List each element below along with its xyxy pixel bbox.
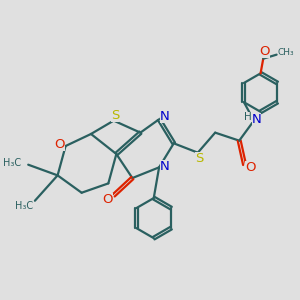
Text: O: O: [245, 161, 256, 174]
Text: O: O: [259, 45, 270, 58]
Text: H₃C: H₃C: [15, 201, 34, 211]
Text: S: S: [111, 109, 119, 122]
Text: O: O: [103, 193, 113, 206]
Text: CH₃: CH₃: [278, 48, 294, 57]
Text: N: N: [160, 160, 170, 172]
Text: O: O: [55, 138, 65, 151]
Text: H₃C: H₃C: [3, 158, 21, 168]
Text: N: N: [160, 110, 170, 123]
Text: H: H: [244, 112, 252, 122]
Text: S: S: [195, 152, 203, 164]
Text: N: N: [252, 113, 261, 126]
